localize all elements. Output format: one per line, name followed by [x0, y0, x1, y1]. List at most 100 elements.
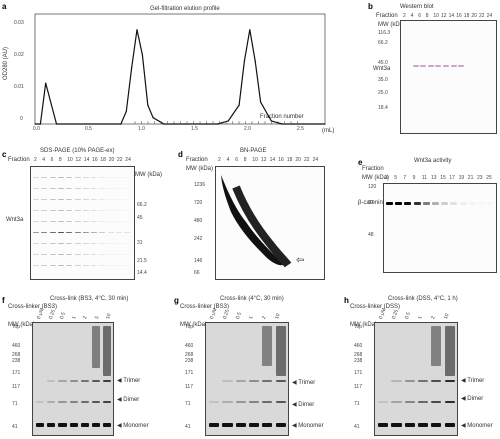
concentration-label: 2: [430, 315, 437, 321]
lane-label: 6: [418, 13, 421, 19]
panel-g-header: Cross-link (4°C, 30 min): [220, 296, 284, 302]
lane-label: 8: [243, 157, 247, 163]
monomer-band: [209, 423, 220, 427]
gel-band: [41, 199, 48, 201]
gel-band: [82, 188, 89, 190]
lane-label: 12: [261, 157, 267, 163]
data-point: [98, 123, 101, 125]
gel-band: [99, 199, 106, 201]
panel-a-xtick: 2.0: [244, 126, 251, 132]
mw-marker: 18.4: [378, 105, 388, 111]
trimer-band: [103, 380, 112, 382]
lane-label: 14: [269, 157, 276, 163]
panel-a-xtick: 1.5: [191, 126, 198, 132]
wnt3a-band: [450, 65, 457, 67]
gel-band: [116, 177, 122, 179]
dimer-label: Dimer: [123, 397, 140, 403]
data-point: [195, 123, 197, 125]
data-point: [39, 123, 41, 125]
dimer-band: [444, 401, 455, 403]
data-point: [131, 66, 133, 69]
panel-a-ytick: 0.01: [14, 84, 24, 90]
gel-band: [66, 221, 73, 223]
concentration-label: 10: [274, 312, 282, 321]
lane-label: 16: [92, 157, 98, 163]
mw-marker: 238: [185, 358, 194, 364]
trimer-band: [80, 380, 89, 382]
gel-band: [124, 188, 131, 190]
mw-marker: 117: [354, 384, 362, 390]
gel-band: [82, 232, 89, 234]
monomer-label: Monomer: [467, 423, 493, 429]
concentration-label: 1: [70, 315, 78, 321]
beta-catenin-band: [413, 202, 421, 205]
lane-label: 2: [218, 157, 221, 163]
data-point: [238, 104, 240, 106]
beta-catenin-band: [422, 202, 430, 205]
mw-marker: 41: [354, 424, 360, 430]
panel-c-title: SDS-PAGE (10% PAGE-ex): [40, 148, 115, 154]
mw-marker: 117: [12, 384, 20, 390]
gel-band: [57, 188, 64, 190]
gel-band: [116, 199, 122, 201]
gel-band: [107, 221, 114, 223]
data-point: [141, 54, 144, 56]
data-point: [184, 123, 186, 125]
monomer-band: [391, 423, 402, 427]
gel-band: [49, 243, 56, 245]
gel-band: [49, 265, 56, 267]
lane-label: 14: [448, 13, 455, 19]
panel-f-header: Cross-link (BS3, 4°C, 30 min): [50, 296, 129, 302]
lane-label: 10: [252, 157, 258, 163]
data-point: [125, 110, 127, 113]
data-point: [147, 104, 149, 106]
panel-e-mw-unit: MW (kDa): [362, 175, 389, 181]
panel-h-blot: [374, 322, 458, 436]
mw-marker: 71: [12, 401, 18, 407]
mw-marker: 1236: [194, 182, 206, 188]
data-point: [136, 29, 138, 31]
dimer-band: [235, 401, 246, 403]
lane-label: 18: [286, 157, 293, 163]
mw-marker: 71: [354, 401, 360, 407]
high-mw-smear: [275, 326, 286, 376]
panel-a-xlabel: (mL): [322, 128, 335, 134]
monomer-band: [58, 423, 67, 427]
panel-a-xtick: 0.5: [85, 126, 92, 132]
wnt3a-band: [443, 65, 449, 67]
mw-marker: 268: [12, 352, 21, 358]
gel-band: [91, 221, 98, 223]
gel-band: [99, 243, 106, 245]
lane-label: 7: [403, 175, 407, 181]
monomer-band: [69, 423, 78, 427]
trimer-band: [404, 380, 415, 382]
mw-marker: 171: [354, 370, 363, 376]
data-point: [302, 123, 305, 125]
lane-label: 20: [471, 13, 477, 19]
gel-band: [82, 210, 89, 212]
data-point: [45, 82, 47, 84]
dimer-band: [103, 401, 112, 403]
mw-marker: 268: [354, 352, 363, 358]
monomer-band: [417, 423, 429, 427]
panel-e-band-label: β-catenin: [358, 200, 383, 206]
gel-band: [107, 265, 114, 267]
concentration-label: 5: [93, 315, 101, 321]
lane-label: 23: [477, 175, 483, 181]
monomer-band: [36, 423, 45, 427]
mw-marker: 238: [354, 358, 363, 364]
panel-c-letter: c: [2, 150, 7, 159]
data-point: [66, 123, 68, 125]
monomer-band: [222, 423, 233, 427]
panel-c-band-label: Wnt3a: [6, 217, 24, 223]
mw-marker: 41: [185, 424, 191, 430]
lane-label: 12: [441, 13, 447, 19]
gel-band: [116, 232, 122, 234]
concentration-label: 10: [443, 312, 451, 321]
lane-label: 5: [394, 175, 397, 181]
panel-b-band-label: Wnt3a: [373, 66, 391, 72]
lane-label: 21: [467, 175, 474, 181]
gel-band: [74, 254, 81, 256]
lane-label: 8: [58, 157, 62, 163]
gel-band: [124, 199, 131, 201]
